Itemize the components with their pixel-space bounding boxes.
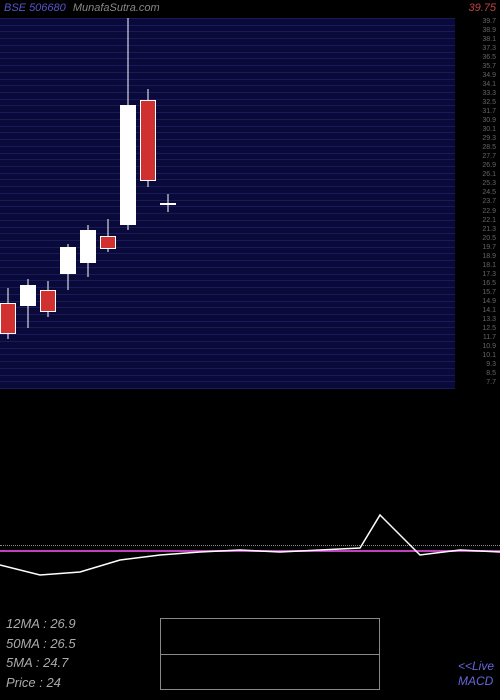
macd-line [0,400,500,600]
candles-container [0,18,455,388]
live-label-line1: <<Live [458,659,494,675]
stat-12ma: 12MA : 26.9 [6,614,76,634]
y-axis-labels: 39.738.938.137.336.535.734.934.133.332.5… [456,18,498,388]
top-price-label: 39.75 [468,2,496,14]
ticker-symbol: BSE 506680 [4,2,66,14]
chart-header: BSE 506680 MunafaSutra.com [4,2,160,14]
macd-chart [0,400,500,600]
site-name: MunafaSutra.com [73,2,160,14]
live-label-line2: MACD [458,674,494,690]
candlestick-chart [0,18,455,388]
live-macd-label: <<Live MACD [458,659,494,690]
stats-box [160,618,380,690]
stats-box-divider [161,654,379,655]
stats-panel: 12MA : 26.9 50MA : 26.5 5MA : 24.7 Price… [6,614,76,692]
stat-50ma: 50MA : 26.5 [6,634,76,654]
stat-5ma: 5MA : 24.7 [6,653,76,673]
stat-price: Price : 24 [6,673,76,693]
